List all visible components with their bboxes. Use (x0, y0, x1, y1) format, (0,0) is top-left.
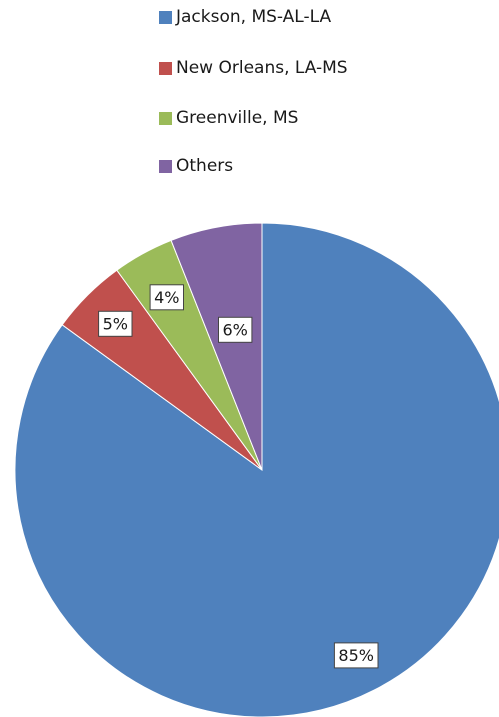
legend-item-greenville: Greenville, MS (159, 107, 298, 129)
pie-slice-jackson (14, 222, 499, 717)
pie-data-labels: 85% 5% 4% 6% (98, 284, 379, 669)
data-label-text-jackson: 85% (338, 646, 374, 665)
data-label-others: 6% (218, 316, 253, 343)
data-label-box-jackson (333, 642, 379, 669)
data-label-jackson: 85% (333, 642, 379, 669)
data-label-box-others (218, 316, 253, 343)
data-label-box-new-orleans (98, 310, 133, 337)
pie-slice-others (170, 222, 263, 471)
legend-label-greenville: Greenville, MS (176, 108, 299, 128)
legend-label-new-orleans: New Orleans, LA-MS (176, 58, 348, 78)
legend-swatch-new-orleans (159, 61, 172, 75)
legend-swatch-greenville (159, 111, 172, 125)
legend-swatch-jackson (159, 10, 172, 24)
legend-item-jackson: Jackson, MS-AL-LA (159, 6, 331, 28)
data-label-box-greenville (149, 284, 185, 311)
legend-label-others: Others (176, 156, 234, 176)
pie-slices (14, 222, 499, 717)
data-label-new-orleans: 5% (98, 310, 133, 337)
data-label-text-others: 6% (223, 320, 248, 339)
data-label-text-greenville: 4% (154, 288, 179, 307)
data-label-greenville: 4% (149, 284, 185, 311)
legend-swatch-others (159, 159, 172, 173)
data-label-text-new-orleans: 5% (103, 314, 128, 333)
legend-label-jackson: Jackson, MS-AL-LA (176, 7, 332, 27)
chart-legend: Jackson, MS-AL-LA New Orleans, LA-MS Gre… (0, 0, 499, 200)
legend-item-others: Others (159, 155, 233, 177)
legend-item-new-orleans: New Orleans, LA-MS (159, 57, 348, 79)
